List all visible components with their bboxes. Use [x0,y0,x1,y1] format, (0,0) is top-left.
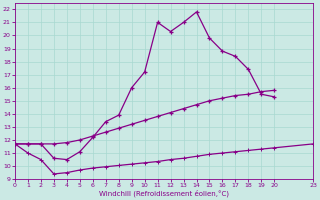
X-axis label: Windchill (Refroidissement éolien,°C): Windchill (Refroidissement éolien,°C) [99,190,229,197]
